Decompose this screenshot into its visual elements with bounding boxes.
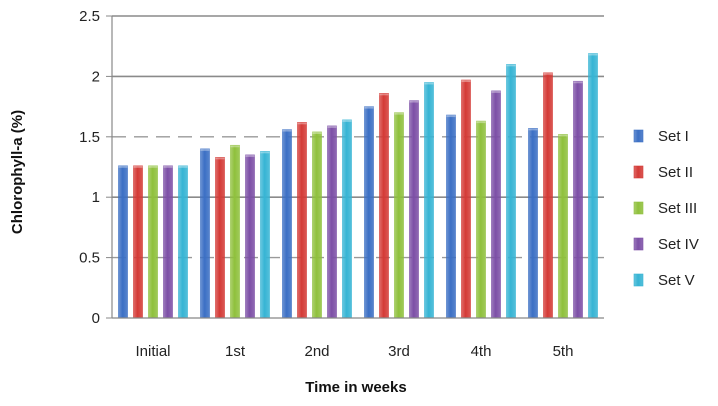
bar-set-iv-2nd xyxy=(327,125,337,319)
y-tick-label: 1 xyxy=(92,189,100,206)
bar-cap xyxy=(379,93,389,96)
bar-set-i-3rd xyxy=(364,106,374,319)
bar-set-v-2nd xyxy=(342,119,352,319)
bar-cap xyxy=(364,106,374,109)
bar-cap xyxy=(543,72,553,75)
bar-cap xyxy=(230,145,240,148)
y-tick-label: 0 xyxy=(92,310,100,327)
legend-swatch xyxy=(633,237,644,251)
legend-label: Set II xyxy=(658,164,693,181)
bar-cap xyxy=(297,122,307,125)
gridlines xyxy=(112,15,604,259)
bar-set-iii-5th xyxy=(558,134,568,319)
bar-cap xyxy=(588,53,598,56)
bar-cap xyxy=(476,121,486,124)
bar-set-iii-3rd xyxy=(394,112,404,319)
bar-cap xyxy=(461,80,471,83)
bar-cap xyxy=(148,165,158,168)
bar-cap xyxy=(491,90,501,93)
legend-swatch xyxy=(633,273,644,287)
bar-set-v-3rd xyxy=(424,82,434,319)
x-tick-label: 1st xyxy=(225,343,246,360)
bar-set-ii-initial xyxy=(133,165,143,319)
bar-set-iv-4th xyxy=(491,90,501,319)
bar-set-iv-3rd xyxy=(409,100,419,319)
bar-cap xyxy=(528,128,538,131)
bar-cap xyxy=(133,165,143,168)
x-tick-label: 4th xyxy=(471,343,492,360)
x-tick-label: 2nd xyxy=(304,343,329,360)
legend-label: Set III xyxy=(658,200,697,217)
bar-set-ii-2nd xyxy=(297,122,307,319)
bar-set-i-5th xyxy=(528,128,538,319)
x-tick-labels: Initial 1st 2nd 3rd 4th 5th xyxy=(135,343,573,360)
legend-label: Set V xyxy=(658,272,695,289)
bar-set-iv-5th xyxy=(573,80,583,319)
bar-set-iii-initial xyxy=(148,165,158,319)
bar-set-iii-4th xyxy=(476,120,486,319)
x-tick-label: Initial xyxy=(135,343,170,360)
y-tick-label: 2 xyxy=(92,68,100,85)
bar-cap xyxy=(558,134,568,137)
legend-swatch xyxy=(633,165,644,179)
bar-cap xyxy=(282,129,292,132)
bar-cap xyxy=(506,64,516,67)
bar-cap xyxy=(215,157,225,160)
legend-label: Set I xyxy=(658,128,689,145)
bar-set-ii-3rd xyxy=(379,93,389,319)
bar-set-iv-1st xyxy=(245,154,255,319)
y-tick-label: 1.5 xyxy=(79,129,100,146)
bar-set-iv-initial xyxy=(163,165,173,319)
axes xyxy=(106,15,604,319)
bar-set-i-initial xyxy=(118,165,128,319)
legend-swatch xyxy=(633,129,644,143)
legend-swatch xyxy=(633,201,644,215)
bar-cap xyxy=(178,165,188,168)
bar-set-i-2nd xyxy=(282,129,292,319)
bar-cap xyxy=(424,82,434,85)
bar-cap xyxy=(312,131,322,134)
x-tick-label: 5th xyxy=(553,343,574,360)
bar-set-ii-1st xyxy=(215,157,225,319)
bar-cap xyxy=(163,165,173,168)
y-tick-label: 0.5 xyxy=(79,250,100,267)
bar-set-i-4th xyxy=(446,114,456,319)
bar-cap xyxy=(409,100,419,103)
bar-cap xyxy=(327,125,337,128)
bar-set-ii-5th xyxy=(543,72,553,319)
bar-set-i-1st xyxy=(200,148,210,319)
bar-cap xyxy=(118,165,128,168)
x-axis-title: Time in weeks xyxy=(305,379,406,396)
bar-cap xyxy=(394,112,404,115)
bar-cap xyxy=(245,154,255,157)
legend-label: Set IV xyxy=(658,236,699,253)
legend: Set I Set II Set III Set IV Set V xyxy=(633,128,699,289)
bar-set-iii-2nd xyxy=(312,131,322,319)
bar-cap xyxy=(342,119,352,122)
bar-cap xyxy=(260,151,270,154)
bar-set-v-1st xyxy=(260,150,270,319)
bar-set-v-initial xyxy=(178,165,188,319)
y-tick-labels: 0 0.5 1 1.5 2 2.5 xyxy=(79,8,100,327)
y-tick-label: 2.5 xyxy=(79,8,100,25)
bar-set-v-5th xyxy=(588,53,598,319)
bar-set-iii-1st xyxy=(230,144,240,319)
bar-cap xyxy=(200,148,210,151)
bar-cap xyxy=(573,81,583,84)
y-axis-title: Chlorophyll-a (%) xyxy=(9,110,26,234)
bars xyxy=(118,53,598,319)
bar-set-ii-4th xyxy=(461,79,471,319)
bar-set-v-4th xyxy=(506,64,516,319)
x-tick-label: 3rd xyxy=(388,343,410,360)
bar-cap xyxy=(446,115,456,118)
